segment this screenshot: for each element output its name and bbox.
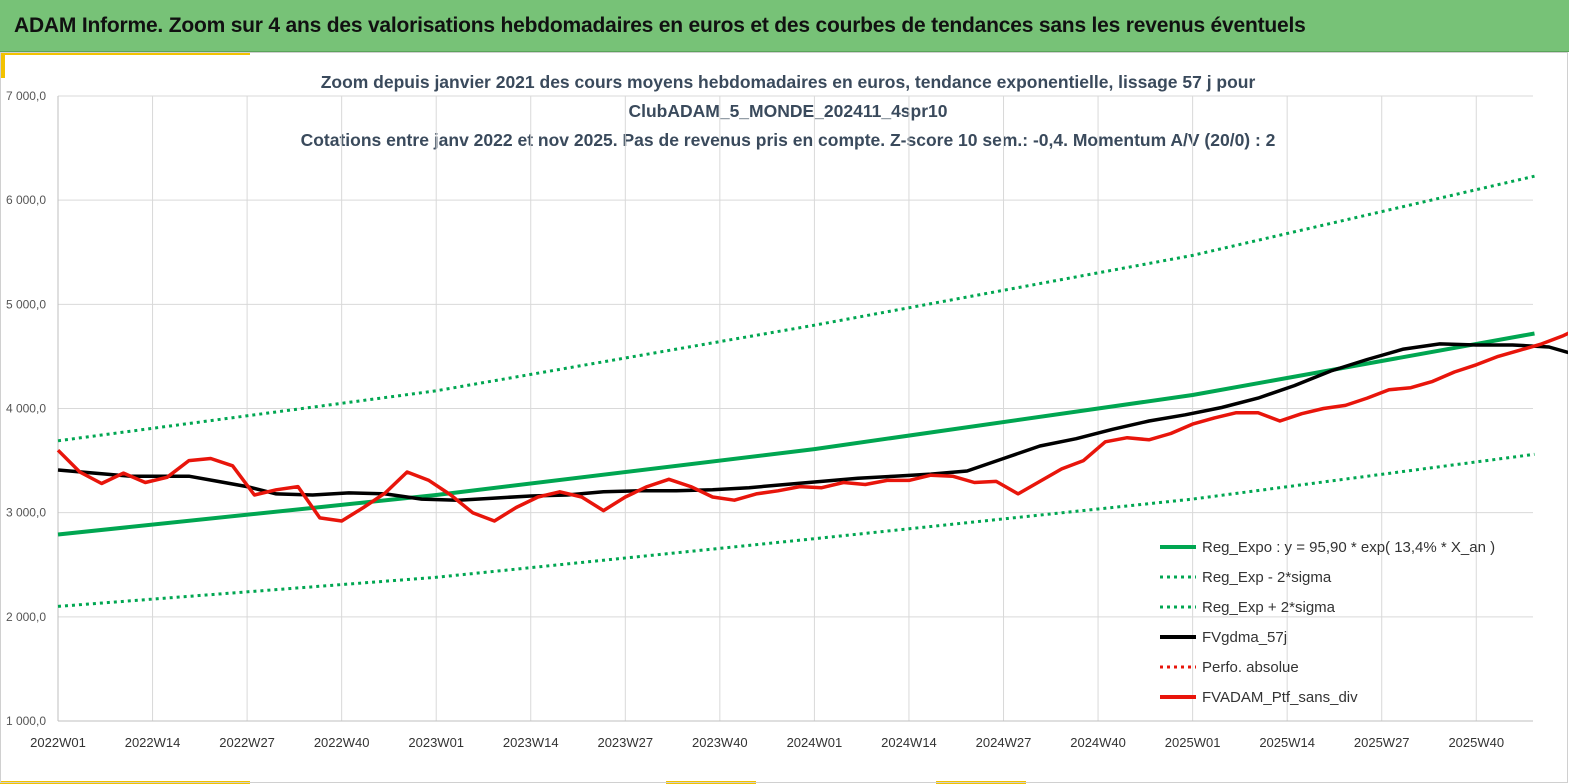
x-tick-label: 2024W27	[976, 735, 1032, 750]
chart-frame	[0, 52, 1568, 783]
y-tick-label: 7 000,0	[6, 89, 46, 103]
chart-title-line: ClubADAM_5_MONDE_202411_4spr10	[628, 101, 947, 121]
x-tick-label: 2024W01	[787, 735, 843, 750]
chart-grid	[57, 95, 1533, 722]
report-title: ADAM Informe. Zoom sur 4 ans des valoris…	[14, 14, 1306, 37]
legend-label: Perfo. absolue	[1202, 659, 1299, 676]
x-tick-label: 2025W01	[1165, 735, 1221, 750]
x-tick-label: 2022W27	[219, 735, 275, 750]
x-tick-label: 2022W01	[30, 735, 86, 750]
chart-title: Zoom depuis janvier 2021 des cours moyen…	[301, 72, 1276, 150]
y-axis: 1 000,0 2 000,0 3 000,0 4 000,0 5 000,0 6 000…	[6, 89, 46, 728]
chart-title-line: Zoom depuis janvier 2021 des cours moyen…	[321, 72, 1256, 92]
chart-series	[56, 174, 1568, 608]
legend-label: Reg_Exp - 2*sigma	[1202, 569, 1332, 586]
y-tick-label: 5 000,0	[6, 297, 46, 311]
legend-label: Reg_Exp + 2*sigma	[1202, 599, 1336, 616]
accent-bar-left	[0, 52, 5, 78]
x-tick-label: 2025W40	[1448, 735, 1504, 750]
header-banner: ADAM Informe. Zoom sur 4 ans des valoris…	[0, 0, 1569, 52]
y-tick-label: 1 000,0	[6, 714, 46, 728]
chart-title-line: Cotations entre janv 2022 et nov 2025. P…	[301, 130, 1276, 150]
x-axis: 2022W01 2022W14 2022W27 2022W40 2023W01 2023W…	[30, 735, 1504, 750]
series-line-reg-expo-y-95-90-exp-13-4-x-an	[57, 331, 1535, 537]
y-tick-label: 3 000,0	[6, 506, 46, 520]
y-tick-label: 6 000,0	[6, 193, 46, 207]
line-chart: Zoom depuis janvier 2021 des cours moyen…	[6, 72, 1568, 750]
x-tick-label: 2023W40	[692, 735, 748, 750]
x-tick-label: 2024W14	[881, 735, 937, 750]
series-line-fvadam-ptf-sans-div	[56, 331, 1568, 523]
legend-label: FVgdma_57j	[1202, 629, 1287, 646]
x-tick-label: 2025W27	[1354, 735, 1410, 750]
x-tick-label: 2022W14	[125, 735, 181, 750]
series-line-fvgdma-57j	[57, 342, 1568, 502]
x-tick-label: 2023W01	[408, 735, 464, 750]
x-tick-label: 2025W14	[1259, 735, 1315, 750]
chart-legend: Reg_Expo : y = 95,90 * exp( 13,4% * X_an…	[1160, 539, 1495, 706]
x-tick-label: 2023W14	[503, 735, 559, 750]
accent-bar-top	[0, 52, 250, 55]
x-tick-label: 2024W40	[1070, 735, 1126, 750]
x-tick-label: 2023W27	[597, 735, 653, 750]
y-tick-label: 4 000,0	[6, 402, 46, 416]
x-tick-label: 2022W40	[314, 735, 370, 750]
legend-label: FVADAM_Ptf_sans_div	[1202, 689, 1358, 706]
series-line-reg-exp-2-sigma	[57, 452, 1535, 608]
legend-label: Reg_Expo : y = 95,90 * exp( 13,4% * X_an…	[1202, 539, 1495, 556]
y-tick-label: 2 000,0	[6, 610, 46, 624]
series-line-reg-exp-2-sigma	[57, 174, 1535, 443]
